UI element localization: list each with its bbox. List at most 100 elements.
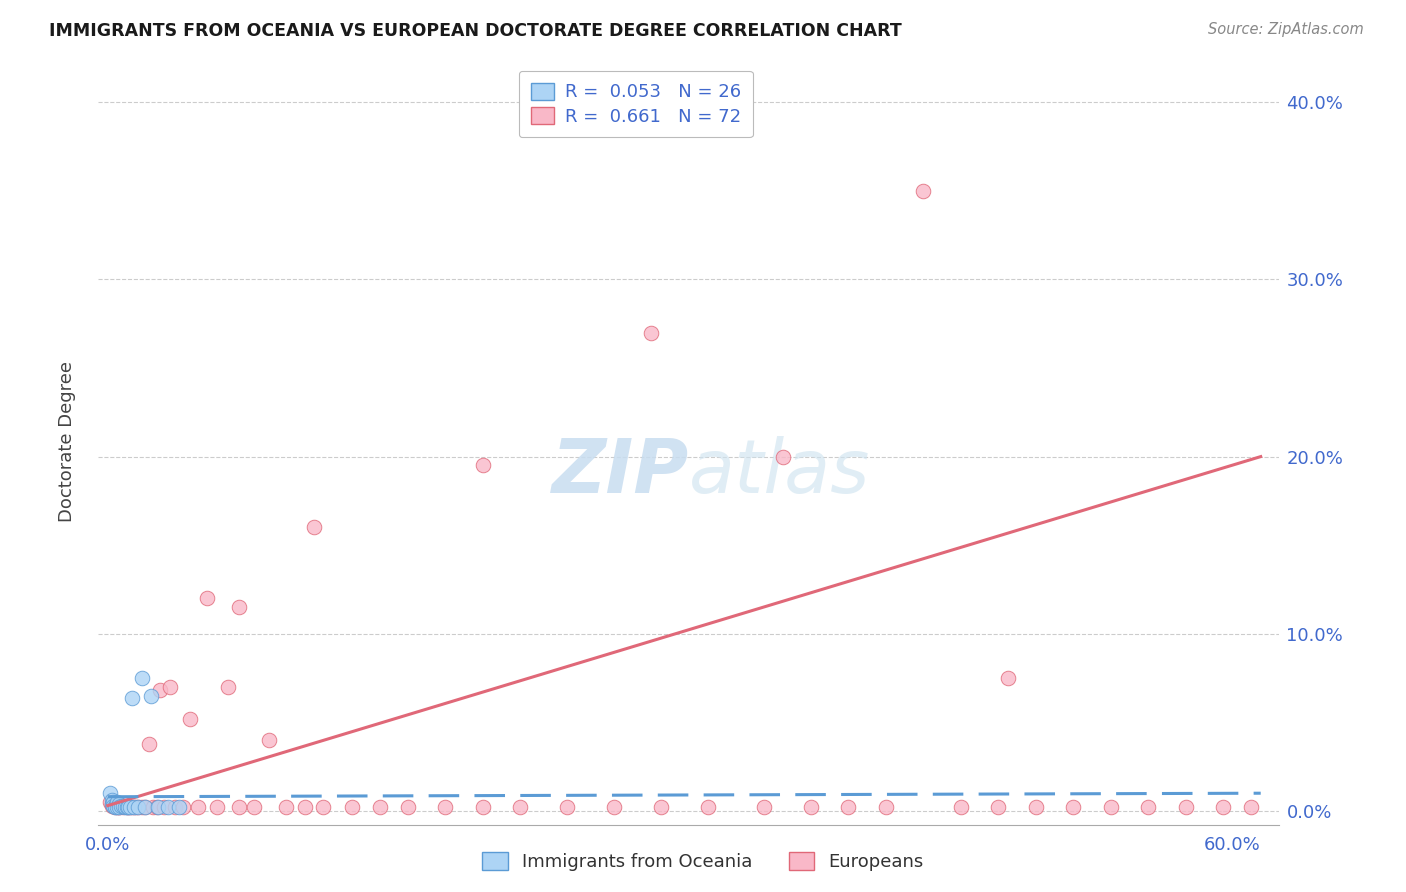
Point — [153, 800, 176, 814]
Point — [603, 800, 626, 814]
Point — [100, 798, 122, 813]
Point — [122, 800, 145, 814]
Point — [165, 800, 187, 814]
Point — [111, 798, 134, 813]
Point — [149, 683, 172, 698]
Legend: R =  0.053   N = 26, R =  0.661   N = 72: R = 0.053 N = 26, R = 0.661 N = 72 — [519, 70, 752, 137]
Text: Source: ZipAtlas.com: Source: ZipAtlas.com — [1208, 22, 1364, 37]
Point — [434, 800, 457, 814]
Point — [127, 800, 149, 814]
Point — [108, 800, 131, 814]
Point — [471, 800, 494, 814]
Point — [115, 800, 138, 814]
Point — [340, 800, 363, 814]
Point — [912, 184, 935, 198]
Point — [640, 326, 662, 340]
Point — [103, 797, 125, 811]
Point — [145, 800, 167, 814]
Point — [104, 800, 127, 814]
Point — [105, 800, 128, 814]
Point — [179, 712, 201, 726]
Point — [167, 800, 190, 814]
Point — [117, 800, 139, 814]
Point — [949, 800, 972, 814]
Point — [121, 690, 143, 705]
Point — [875, 800, 897, 814]
Point — [105, 798, 128, 813]
Point — [1062, 800, 1084, 814]
Point — [103, 798, 125, 813]
Point — [187, 800, 209, 814]
Point — [108, 800, 131, 814]
Point — [274, 800, 297, 814]
Point — [122, 800, 145, 814]
Point — [696, 800, 718, 814]
Point — [997, 671, 1019, 685]
Point — [131, 671, 153, 685]
Point — [312, 800, 335, 814]
Point — [103, 798, 125, 813]
Point — [100, 797, 122, 811]
Point — [228, 800, 250, 814]
Point — [243, 800, 266, 814]
Point — [772, 450, 794, 464]
Point — [987, 800, 1010, 814]
Point — [257, 733, 280, 747]
Text: IMMIGRANTS FROM OCEANIA VS EUROPEAN DOCTORATE DEGREE CORRELATION CHART: IMMIGRANTS FROM OCEANIA VS EUROPEAN DOCT… — [49, 22, 903, 40]
Point — [104, 798, 127, 813]
Point — [104, 800, 127, 814]
Point — [114, 800, 136, 814]
Point — [396, 800, 419, 814]
Point — [117, 800, 139, 814]
Point — [294, 800, 316, 814]
Point — [114, 798, 136, 813]
Point — [134, 800, 156, 814]
Point — [650, 800, 672, 814]
Point — [217, 680, 239, 694]
Point — [98, 795, 121, 809]
Point — [195, 591, 218, 606]
Point — [142, 800, 165, 814]
Point — [139, 689, 162, 703]
Point — [555, 800, 578, 814]
Point — [1137, 800, 1160, 814]
Point — [120, 800, 142, 814]
Point — [134, 800, 156, 814]
Point — [121, 800, 143, 814]
Point — [156, 800, 179, 814]
Point — [108, 800, 131, 814]
Point — [302, 520, 325, 534]
Point — [103, 795, 125, 809]
Point — [98, 786, 121, 800]
Text: ZIP: ZIP — [551, 435, 689, 508]
Point — [159, 680, 181, 694]
Y-axis label: Doctorate Degree: Doctorate Degree — [58, 361, 76, 522]
Point — [368, 800, 391, 814]
Point — [1174, 800, 1197, 814]
Point — [111, 800, 134, 814]
Point — [837, 800, 859, 814]
Text: atlas: atlas — [689, 436, 870, 508]
Point — [100, 793, 122, 807]
Point — [108, 797, 131, 811]
Point — [509, 800, 531, 814]
Point — [800, 800, 823, 814]
Point — [127, 800, 149, 814]
Point — [1025, 800, 1047, 814]
Point — [105, 800, 128, 814]
Point — [120, 800, 142, 814]
Point — [228, 600, 250, 615]
Point — [148, 800, 170, 814]
Point — [752, 800, 775, 814]
Point — [100, 797, 122, 811]
Point — [115, 800, 138, 814]
Point — [105, 795, 128, 809]
Point — [471, 458, 494, 473]
Point — [172, 800, 194, 814]
Legend: Immigrants from Oceania, Europeans: Immigrants from Oceania, Europeans — [475, 846, 931, 879]
Point — [110, 798, 132, 813]
Point — [138, 737, 160, 751]
Point — [131, 800, 153, 814]
Point — [1212, 800, 1234, 814]
Point — [205, 800, 228, 814]
